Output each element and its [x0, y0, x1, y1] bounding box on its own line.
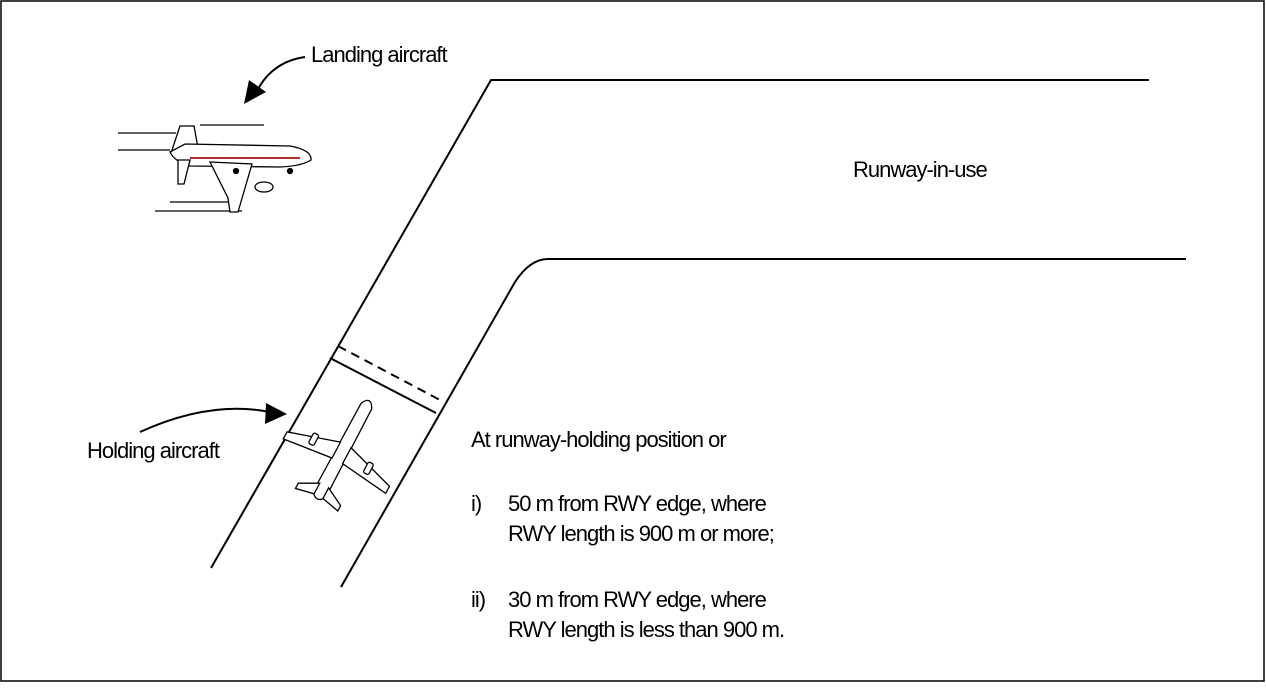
landing-arrow-icon: [254, 56, 306, 96]
landing-aircraft-label: Landing aircraft: [311, 42, 448, 67]
holding-arrow-icon: [139, 407, 271, 433]
runway-edges: [210, 79, 1186, 588]
runway-in-use-label: Runway-in-use: [853, 157, 987, 182]
holding-position-dashed-line: [337, 345, 441, 401]
holding-aircraft-label: Holding aircraft: [87, 438, 220, 463]
runway-inner-edge: [340, 258, 1186, 588]
holding-position-solid-line: [329, 357, 437, 414]
holding-arrowhead-icon: [265, 403, 287, 424]
condition-line: RWY length is less than 900 m.: [508, 617, 784, 642]
holding-aircraft-icon: [282, 399, 391, 512]
condition-marker: ii): [471, 587, 485, 612]
condition-line: 50 m from RWY edge, where: [508, 491, 767, 516]
position-heading: At runway-holding position or: [471, 427, 726, 452]
runway-outer-edge: [210, 79, 1149, 569]
condition-line: 30 m from RWY edge, where: [508, 587, 767, 612]
condition-line: RWY length is 900 m or more;: [508, 521, 774, 546]
landing-aircraft-icon: [118, 124, 312, 213]
condition-marker: i): [471, 491, 481, 516]
landing-arrowhead-icon: [244, 80, 266, 104]
